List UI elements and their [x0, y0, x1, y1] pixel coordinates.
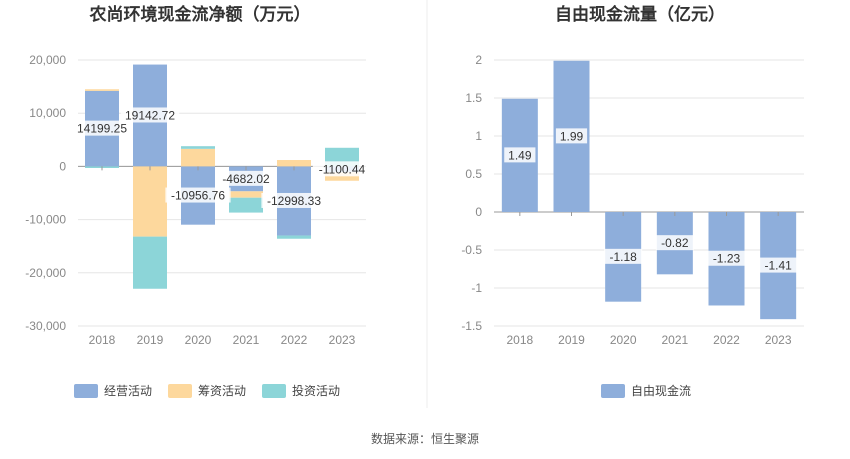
chart-title: 农尚环境现金流净额（万元）: [89, 4, 311, 25]
legend-swatch: [74, 384, 98, 398]
left-chart-cash-flow: 农尚环境现金流净额（万元） 20,000 10,000 0 -10,000 -20,000…: [25, 4, 372, 398]
data-label: 14199.25: [77, 122, 127, 136]
x-tick-label: 2018: [89, 333, 116, 347]
chart-title: 自由现金流量（亿元）: [555, 4, 725, 25]
y-tick-label: 2: [475, 53, 482, 67]
data-label-bg: [312, 161, 372, 177]
y-tick-label: -1.5: [461, 319, 482, 333]
legend-label: 自由现金流: [631, 383, 691, 398]
x-tick-label: 2023: [765, 333, 792, 347]
data-label: -1.18: [609, 250, 637, 264]
data-label-bg: [655, 235, 694, 251]
data-label: -12998.33: [267, 194, 321, 208]
y-tick-label: 0: [475, 205, 482, 219]
legend-label: 投资活动: [292, 383, 340, 398]
data-label: 19142.72: [125, 108, 175, 122]
data-label-bg: [120, 107, 180, 123]
data-source-note: 数据来源：恒生聚源: [370, 432, 479, 446]
data-label-bg: [759, 257, 798, 273]
data-label: -1.23: [713, 252, 741, 266]
y-tick-label: 0: [59, 159, 66, 173]
data-label-bg: [504, 147, 536, 163]
data-label: -4682.02: [222, 172, 270, 186]
legend-label: 筹资活动: [198, 384, 246, 398]
data-label-bg: [72, 120, 132, 136]
data-label-bg: [261, 192, 327, 208]
y-tick-label: 20,000: [29, 53, 66, 67]
data-label: -10956.76: [171, 189, 225, 203]
bar-投资活动: [277, 235, 311, 239]
x-tick-label: 2020: [185, 333, 212, 347]
x-tick-label: 2019: [558, 333, 585, 347]
data-label: -1100.44: [319, 162, 366, 176]
data-label: 1.49: [508, 148, 532, 162]
x-tick-label: 2021: [233, 333, 260, 347]
bar-筹资活动: [181, 148, 215, 167]
y-tick-label: -30,000: [25, 319, 66, 333]
bar-投资活动: [133, 236, 167, 289]
bar-投资活动: [229, 197, 263, 213]
x-tick-label: 2019: [137, 333, 164, 347]
y-tick-label: -10,000: [25, 213, 66, 227]
y-tick-label: 10,000: [29, 106, 66, 120]
x-tick-label: 2018: [506, 333, 533, 347]
data-label-bg: [707, 250, 746, 266]
right-chart-free-cash-flow: 自由现金流量（亿元） 2 1.5 1 0.5 0 -0.5 -1 -1.5 2018 2019 202…: [461, 4, 804, 398]
legend-swatch: [601, 384, 625, 398]
data-label-bg: [604, 248, 643, 264]
y-tick-label: 1: [475, 129, 482, 143]
y-tick-label: 1.5: [465, 91, 482, 105]
y-tick-label: -20,000: [25, 266, 66, 280]
x-tick-label: 2022: [713, 333, 740, 347]
x-tick-label: 2023: [329, 333, 356, 347]
x-tick-label: 2021: [661, 333, 688, 347]
bar-筹资活动: [229, 191, 263, 198]
data-label-bg: [165, 187, 231, 203]
x-tick-label: 2022: [281, 333, 308, 347]
y-tick-label: -1: [471, 281, 482, 295]
x-tick-label: 2020: [610, 333, 637, 347]
bar-筹资活动: [85, 89, 119, 91]
y-tick-label: -0.5: [461, 243, 482, 257]
data-label-bg: [555, 128, 588, 144]
data-label: 1.99: [560, 129, 584, 143]
legend-label: 经营活动: [104, 384, 152, 398]
data-label-bg: [216, 170, 276, 186]
bar-筹资活动: [325, 172, 359, 181]
bar-筹资活动: [133, 166, 167, 237]
legend-swatch: [262, 384, 286, 398]
bar-筹资活动: [277, 160, 311, 167]
legend-swatch: [168, 384, 192, 398]
bar-投资活动: [181, 146, 215, 149]
y-tick-label: 0.5: [465, 167, 482, 181]
data-label: -0.82: [661, 236, 689, 250]
data-label: -1.41: [764, 259, 792, 273]
